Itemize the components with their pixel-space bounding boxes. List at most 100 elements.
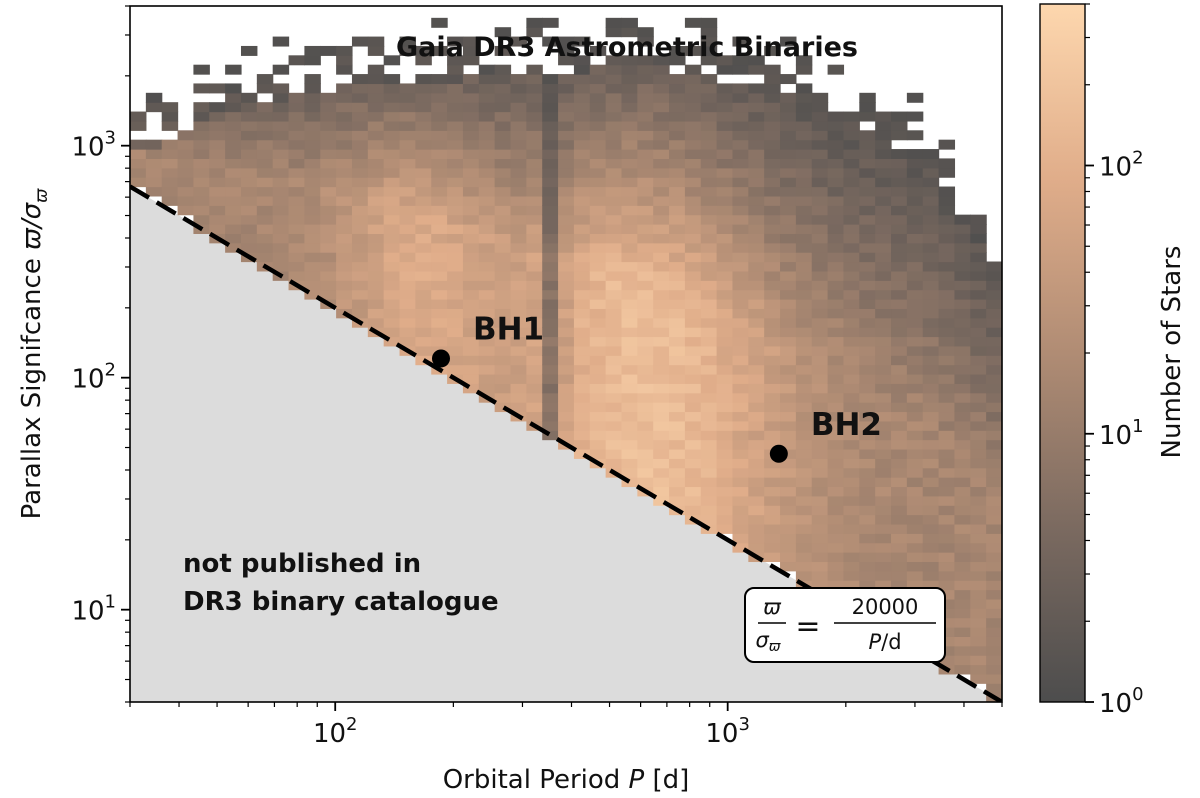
heatmap-cell [795,205,813,216]
heatmap-cell [177,130,195,141]
heatmap-cell [621,214,638,225]
heatmap-cell [764,167,781,178]
heatmap-cell [320,289,337,300]
heatmap-cell [716,514,734,525]
heatmap-cell [700,195,718,206]
heatmap-cell [748,542,765,553]
heatmap-cell [288,92,305,103]
heatmap-cell [447,149,464,160]
heatmap-cell [431,177,448,188]
heatmap-cell [589,195,607,206]
heatmap-cell [970,467,987,478]
heatmap-cell [351,214,369,225]
heatmap-cell [447,177,464,188]
heatmap-cell [859,195,876,206]
heatmap-cell [906,561,924,572]
heatmap-cell [336,83,353,94]
heatmap-cell [383,242,401,253]
heatmap-cell [843,139,860,150]
heatmap-cell [859,467,876,478]
heatmap-cell [875,205,892,216]
heatmap-cell [637,242,654,253]
heatmap-cell [986,458,1002,469]
heatmap-cell [700,261,718,272]
heatmap-cell [415,102,432,113]
heatmap-cell [447,327,464,338]
heatmap-cell [891,298,908,309]
heatmap-cell [367,214,385,225]
heatmap-cell [875,186,892,197]
heatmap-cell [875,542,892,553]
heatmap-cell [304,280,321,291]
heatmap-cell [494,280,512,291]
heatmap-cell [653,111,670,122]
heatmap-cell [637,317,654,328]
heatmap-cell [811,523,829,534]
heatmap-cell [462,149,480,160]
heatmap-cell [320,242,337,253]
heatmap-cell [875,439,892,450]
heatmap-cell [367,233,385,244]
heatmap-cell [399,224,416,234]
heatmap-cell [684,261,702,272]
heatmap-cell [478,224,496,234]
heatmap-cell [811,167,829,178]
heatmap-cell [938,186,956,197]
heatmap-cell [906,298,924,309]
heatmap-cell [716,430,734,441]
heatmap-cell [399,120,416,131]
heatmap-cell [653,55,670,66]
heatmap-cell [684,439,702,450]
heatmap-cell [716,373,734,384]
heatmap-cell [605,111,623,122]
heatmap-cell [462,298,480,309]
heatmap-cell [431,233,448,244]
heatmap-cell [542,317,559,328]
heatmap-cell [684,167,702,178]
heatmap-cell [954,608,971,619]
heatmap-cell [764,439,781,450]
heatmap-cell [383,55,401,66]
heatmap-cell [684,383,702,394]
heatmap-cell [431,214,448,225]
heatmap-cell [891,383,908,394]
heatmap-cell [986,683,1002,694]
heatmap-cell [320,139,337,150]
heatmap-cell [336,167,353,178]
heatmap-cell [415,83,432,94]
heatmap-cell [732,486,749,497]
heatmap-cell [891,205,908,216]
heatmap-cell [906,552,924,563]
heatmap-cell [795,561,813,572]
heatmap-cell [193,139,210,150]
heatmap-cell [764,120,781,131]
heatmap-cell [462,308,480,319]
heatmap-cell [795,327,813,338]
heatmap-cell [780,430,797,441]
heatmap-cell [843,167,860,178]
heatmap-cell [811,477,829,488]
heatmap-cell [320,102,337,113]
heatmap-cell [827,270,845,281]
heatmap-cell [558,242,575,253]
heatmap-cell [573,308,591,319]
heatmap-cell [589,83,607,94]
heatmap-cell [906,439,924,450]
heatmap-cell [906,448,924,459]
heatmap-cell [637,448,654,459]
heatmap-cell [906,261,924,272]
heatmap-cell [447,317,464,328]
heatmap-cell [843,561,860,572]
heatmap-cell [700,383,718,394]
heatmap-cell [653,242,670,253]
heatmap-cell [494,92,512,103]
heatmap-cell [970,627,987,637]
heatmap-cell [859,205,876,216]
heatmap-cell [589,430,607,441]
heatmap-cell [272,139,290,150]
heatmap-cell [573,430,591,441]
heatmap-cell [383,289,401,300]
equation-box-frame [744,587,946,663]
heatmap-cell [558,36,575,47]
heatmap-cell [906,177,924,188]
